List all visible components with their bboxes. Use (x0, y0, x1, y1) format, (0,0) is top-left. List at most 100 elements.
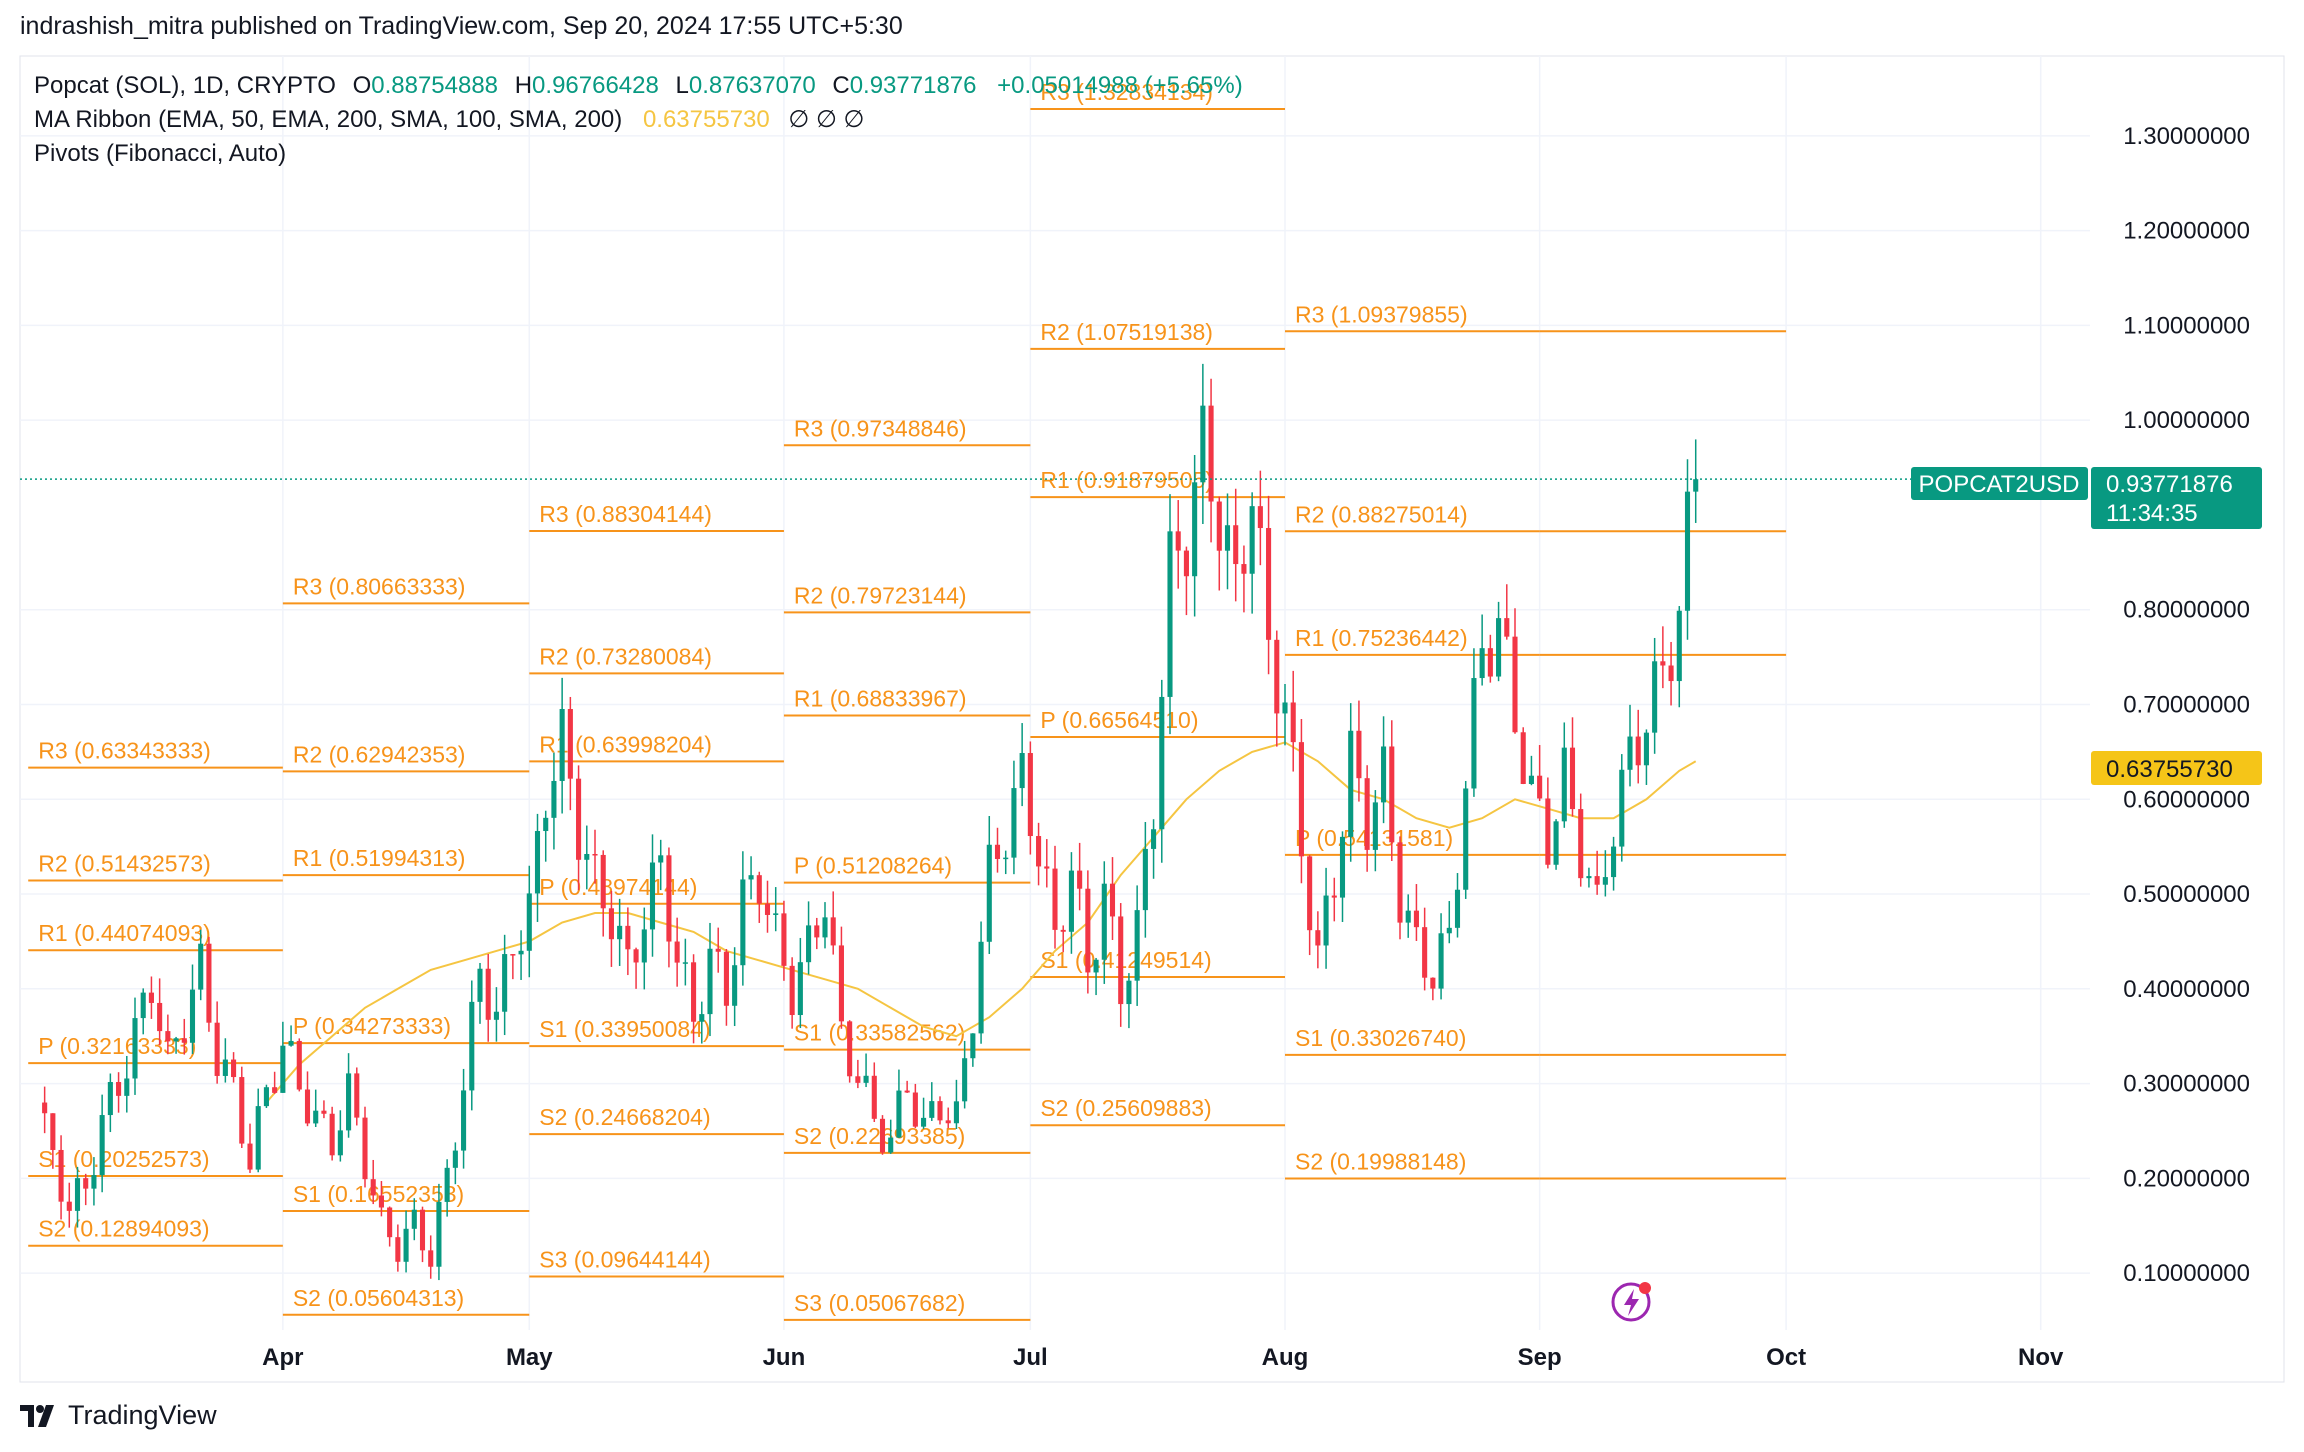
candle-body (1537, 775, 1543, 799)
candle-body (543, 817, 549, 832)
candle-body (789, 965, 795, 1016)
tradingview-logo-icon (20, 1404, 54, 1427)
pivot-label: R2 (0.62942353) (293, 741, 466, 767)
publish-info: indrashish_mitra published on TradingVie… (20, 12, 903, 40)
x-tick-label: May (506, 1344, 553, 1371)
candle-body (1627, 736, 1633, 770)
candle-body (222, 1059, 228, 1076)
candle-body (617, 925, 623, 940)
legend-low-value: 0.87637070 (689, 72, 816, 99)
y-tick-label: 0.20000000 (2123, 1165, 2250, 1192)
pivot-label: R2 (0.51432573) (38, 850, 211, 876)
candle-body (321, 1110, 327, 1114)
pivot-label: P (0.32163333) (38, 1033, 196, 1059)
candle-body (1553, 821, 1559, 865)
candle-body (1249, 506, 1255, 574)
candle-body (1323, 895, 1329, 946)
candle-body (1175, 531, 1181, 551)
x-tick-label: Oct (1766, 1344, 1806, 1371)
pivot-label: R3 (0.88304144) (539, 501, 712, 527)
candle-body (1159, 696, 1165, 830)
candle-body (411, 1209, 417, 1229)
candle-body (1101, 883, 1107, 960)
candle-body (1586, 876, 1592, 879)
candle-body (847, 1021, 853, 1077)
candle-body (288, 1040, 294, 1046)
candle-body (1569, 747, 1576, 810)
candle-body (1167, 531, 1173, 697)
pivot-label: S2 (0.25609883) (1040, 1095, 1211, 1121)
y-tick-label: 0.80000000 (2123, 597, 2250, 624)
candle-body (280, 1045, 286, 1093)
candle-body (148, 992, 154, 1003)
candle-body (699, 1014, 705, 1022)
legend: Popcat (SOL), 1D, CRYPTO O0.88754888 H0.… (34, 72, 1243, 167)
candle-body (674, 941, 680, 963)
legend-symbol: Popcat (SOL), 1D, CRYPTO (34, 72, 336, 99)
price-tag-countdown: 11:34:35 (2106, 500, 2198, 527)
candle-body (1397, 842, 1403, 923)
candle-body (994, 844, 1001, 859)
pivot-label: R3 (0.63343333) (38, 738, 211, 764)
candle-body (313, 1110, 319, 1124)
pivot-label: R1 (0.91879505) (1040, 467, 1213, 493)
pivot-levels: R3 (0.63343333) R2 (0.51432573) R1 (0.4407… (28, 79, 1787, 1321)
pivot-label: S3 (0.05067682) (794, 1290, 965, 1316)
pivot-label: R3 (1.09379855) (1295, 301, 1468, 327)
pivot-label: R2 (0.79723144) (794, 582, 967, 608)
candle-body (1668, 665, 1674, 682)
candle-body (1339, 836, 1346, 898)
candle-body (1487, 648, 1493, 677)
symbol-tag-text: POPCAT2USD (1919, 471, 2080, 498)
candle-body (296, 1040, 302, 1090)
candle-body (1643, 732, 1649, 766)
lightning-icon[interactable] (1611, 1282, 1651, 1322)
candle-body (66, 1201, 72, 1211)
candle-body (879, 1118, 886, 1153)
candle-body (1454, 889, 1461, 928)
candle-body (1142, 848, 1148, 911)
candle-body (387, 1207, 393, 1238)
candle-body (428, 1250, 434, 1267)
pivot-label: S3 (0.09644144) (539, 1247, 710, 1273)
candle-body (1019, 753, 1025, 789)
y-tick-label: 0.30000000 (2123, 1071, 2250, 1098)
candle-body (986, 844, 992, 942)
candle-body (526, 893, 532, 951)
candle-body (1298, 742, 1304, 857)
candle-body (723, 951, 729, 1006)
candle-body (214, 1022, 220, 1076)
pivot-label: P (0.51208264) (794, 853, 952, 879)
legend-low-label: L (676, 72, 689, 99)
time-axis[interactable]: Apr May Jun Jul Aug Sep Oct Nov (262, 1344, 2064, 1371)
pivot-label: P (0.48974144) (539, 874, 697, 900)
price-axis[interactable]: 1.30000000 1.20000000 1.10000000 1.00000000… (2123, 123, 2250, 1287)
pivot-label: R2 (0.88275014) (1295, 501, 1468, 527)
pivot-label: S2 (0.24668204) (539, 1104, 710, 1130)
y-tick-label: 0.70000000 (2123, 691, 2250, 718)
price-tag-value: 0.93771876 (2106, 471, 2233, 498)
candle-body (781, 913, 787, 966)
candle-body (1463, 788, 1469, 890)
price-tag-bg (2091, 467, 2262, 529)
candle-body (1282, 702, 1288, 714)
candle-body (116, 1082, 122, 1096)
symbol-price-tag[interactable]: POPCAT2USD 0.93771876 11:34:35 (1911, 467, 2262, 529)
footer-brand[interactable]: TradingView (20, 1400, 217, 1431)
pivot-label: S2 (0.05604313) (293, 1285, 464, 1311)
candle-body (1611, 846, 1617, 878)
footer-brand-label: TradingView (68, 1400, 217, 1430)
pivot-label: R3 (0.80663333) (293, 573, 466, 599)
candle-body (1619, 769, 1625, 847)
candle-body (1274, 639, 1280, 714)
svg-text:MA Ribbon (EMA, 50, EMA, 200,: MA Ribbon (EMA, 50, EMA, 200, SMA, 100, … (34, 106, 864, 133)
candle-body (1479, 648, 1485, 679)
pivot-label: P (0.34273333) (293, 1013, 451, 1039)
candle-body (1241, 564, 1247, 574)
candle-body (773, 913, 779, 915)
candle-body (255, 1106, 261, 1170)
candle-body (649, 862, 656, 930)
candle-body (1200, 405, 1206, 483)
candle-body (99, 1115, 105, 1176)
